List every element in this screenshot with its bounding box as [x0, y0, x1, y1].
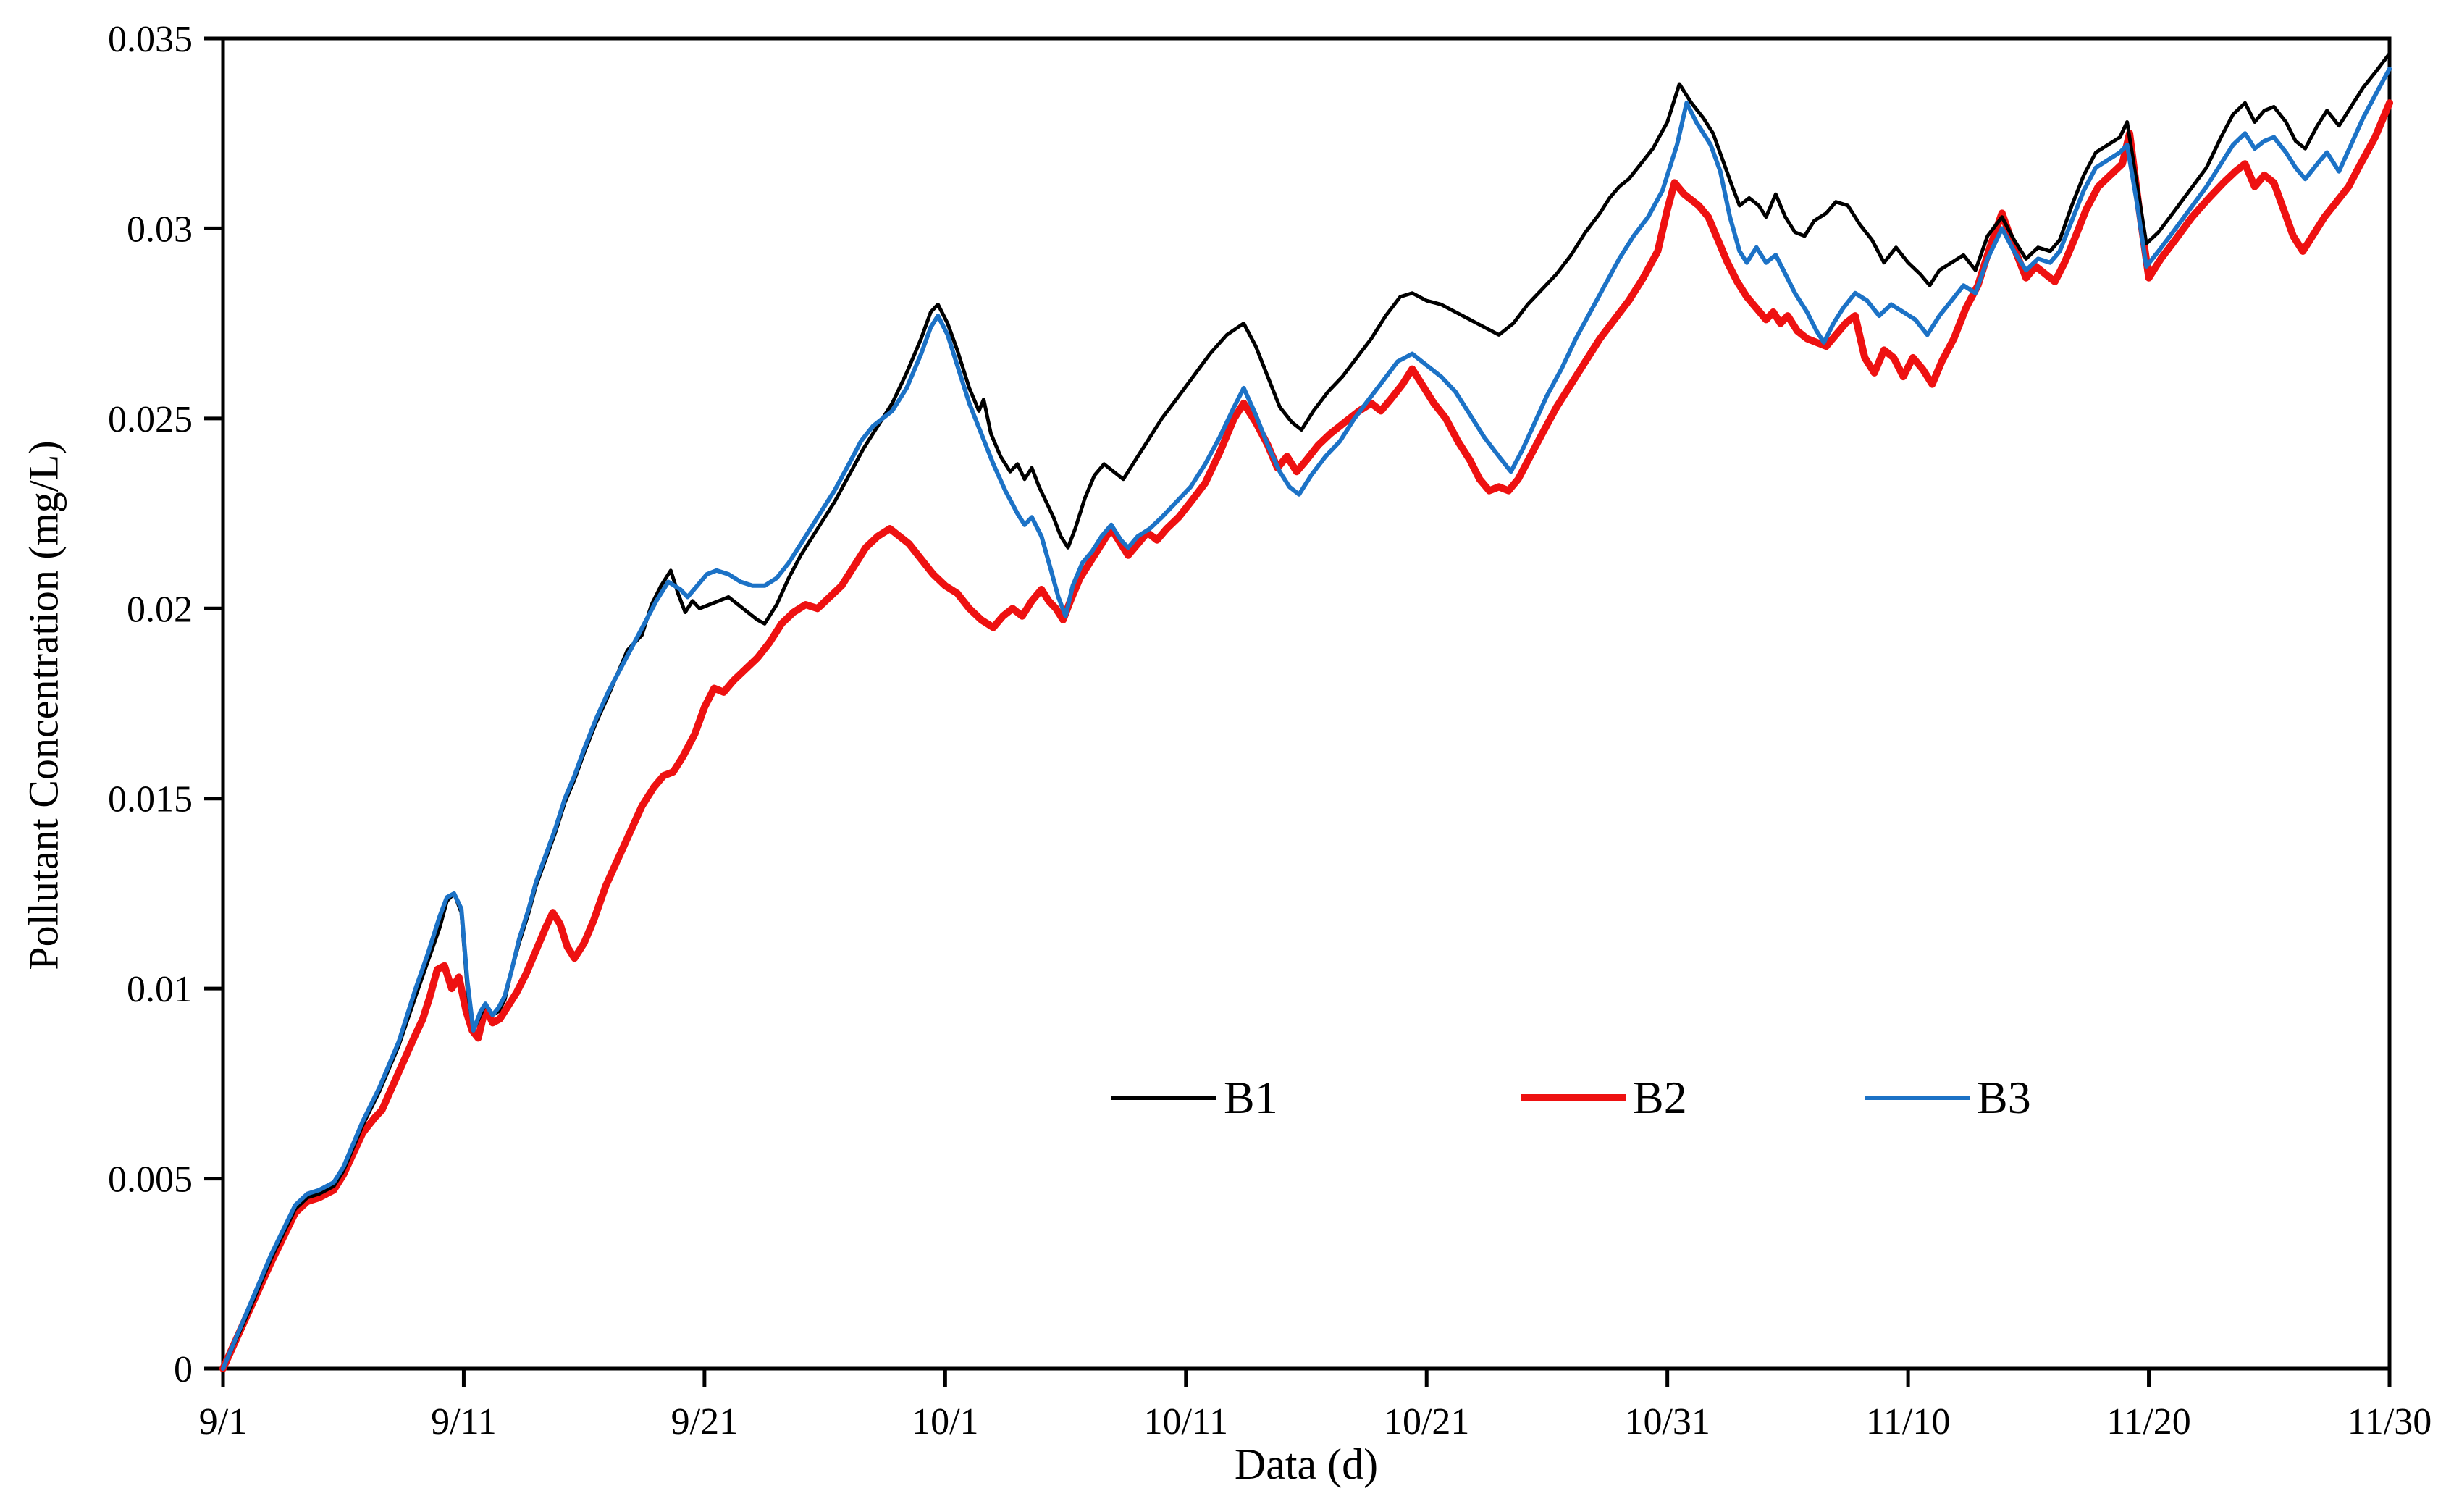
- series-line-b3: [221, 67, 2392, 1371]
- y-tick-label: 0.015: [108, 779, 193, 820]
- x-axis-title: Data (d): [1234, 1440, 1379, 1488]
- x-tick-label: 10/1: [912, 1401, 978, 1442]
- x-tick-label: 9/21: [671, 1401, 738, 1442]
- y-tick-label: 0.025: [108, 399, 193, 440]
- x-tick-label: 9/1: [199, 1401, 247, 1442]
- plot-border: [221, 36, 2392, 1371]
- x-tick-label: 10/21: [1384, 1401, 1469, 1442]
- y-tick-label: 0.01: [127, 969, 193, 1010]
- y-tick-label: 0.03: [127, 209, 193, 250]
- y-tick-label: 0.02: [127, 589, 193, 630]
- y-tick-label: 0.035: [108, 19, 193, 60]
- legend-label-b3: B3: [1977, 1072, 2031, 1123]
- legend-line-b1-icon: [1111, 1096, 1216, 1100]
- x-tick-label: 11/20: [2106, 1401, 2191, 1442]
- y-tick-label: 0: [174, 1349, 193, 1390]
- legend-label-b2: B2: [1633, 1072, 1687, 1123]
- x-tick-label: 10/31: [1624, 1401, 1710, 1442]
- x-tick-label: 10/11: [1144, 1401, 1229, 1442]
- x-tick-label: 11/10: [1866, 1401, 1951, 1442]
- x-tick-label: 11/30: [2348, 1401, 2432, 1442]
- legend-line-b2-icon: [1521, 1094, 1626, 1101]
- legend-item-b1: B1: [1111, 1072, 1278, 1124]
- series-line-b2: [219, 99, 2393, 1372]
- legend-item-b2: B2: [1521, 1072, 1687, 1124]
- legend-item-b3: B3: [1865, 1072, 2031, 1124]
- legend-line-b3-icon: [1865, 1096, 1970, 1100]
- x-tick-label: 9/11: [431, 1401, 497, 1442]
- series-line-b1: [221, 51, 2392, 1371]
- legend-label-b1: B1: [1224, 1072, 1278, 1123]
- y-tick-label: 0.005: [108, 1159, 193, 1201]
- y-axis-title: Pollutant Concentration (mg/L): [20, 440, 67, 970]
